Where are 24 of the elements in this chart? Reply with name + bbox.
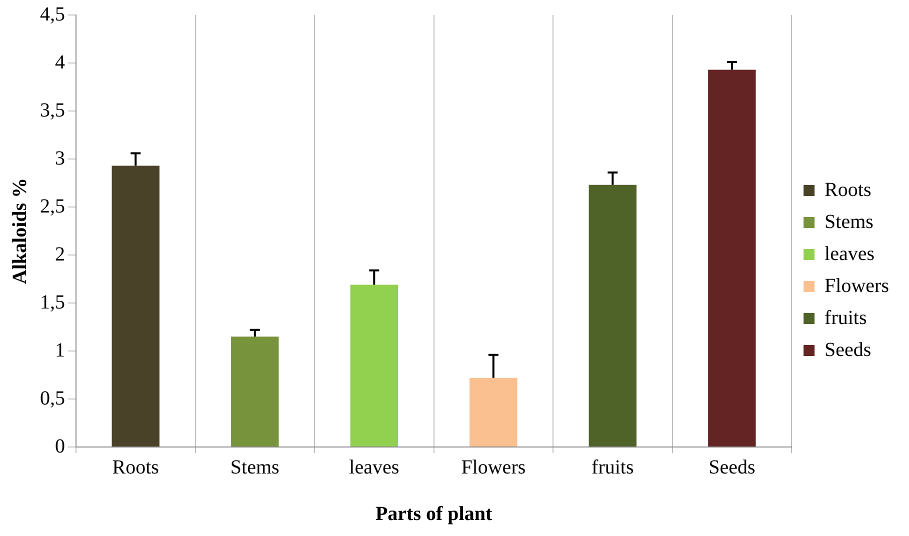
- legend-label: Stems: [824, 210, 874, 233]
- y-tick-label: 4,5: [40, 3, 65, 26]
- y-tick-label: 3: [55, 147, 65, 170]
- x-tick-label: Seeds: [708, 456, 756, 478]
- legend-label: Roots: [824, 178, 872, 201]
- x-tick-label: Stems: [230, 456, 280, 478]
- y-tick-label: 1: [55, 339, 65, 362]
- y-tick-label: 0: [55, 435, 65, 458]
- x-axis-title: Parts of plant: [375, 503, 492, 526]
- y-tick-label: 1,5: [40, 291, 65, 314]
- y-tick-label: 0,5: [40, 387, 65, 410]
- y-axis-title: Alkaloids %: [9, 178, 32, 284]
- legend-label: leaves: [824, 242, 875, 265]
- legend-label: Seeds: [824, 338, 872, 361]
- legend-label: fruits: [824, 306, 867, 329]
- y-tick-label: 2: [55, 243, 65, 266]
- y-tick-label: 2,5: [40, 195, 65, 218]
- y-tick-label: 4: [55, 51, 65, 74]
- x-tick-label: fruits: [592, 456, 634, 478]
- x-tick-label: Roots: [112, 456, 160, 478]
- x-tick-label: leaves: [349, 456, 400, 478]
- x-tick-label: Flowers: [461, 456, 526, 478]
- legend-label: Flowers: [824, 274, 890, 297]
- y-tick-label: 3,5: [40, 99, 65, 122]
